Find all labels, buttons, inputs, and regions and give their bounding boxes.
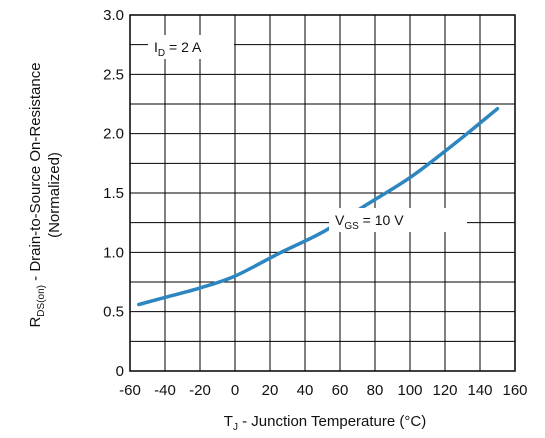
x-tick-label: 40 <box>297 382 314 399</box>
y-tick-label: 0 <box>116 363 124 380</box>
plot-frame <box>129 14 516 372</box>
x-tick-labels: -60 -40 -20 0 20 40 60 80 100 120 140 160 <box>119 382 527 399</box>
x-tick-label: 20 <box>262 382 279 399</box>
annotation-sub: D <box>158 48 165 59</box>
y-tick-label: 2.0 <box>103 126 124 143</box>
series-line <box>137 106 500 307</box>
annotation-main: V <box>335 212 345 228</box>
annotation-label: ID = 2 A <box>154 39 202 59</box>
series-layer <box>137 106 500 307</box>
x-tick-label: 140 <box>467 382 492 399</box>
y-tick-label: 3.0 <box>103 7 124 24</box>
annotation-rest: = 2 A <box>165 39 202 55</box>
x-tick-label: 160 <box>502 382 527 399</box>
x-tick-label: 120 <box>432 382 457 399</box>
annotation-layer: ID = 2 A VGS = 10 V <box>148 35 467 232</box>
y-tick-label: 1.0 <box>103 244 124 261</box>
x-axis-label-sub: J <box>233 422 238 433</box>
y-tick-label: 1.5 <box>103 185 124 202</box>
y-axis-label-rest: - Drain-to-Source On-Resistance <box>27 62 44 285</box>
x-tick-label: 0 <box>231 382 239 399</box>
x-tick-label: -40 <box>154 382 176 399</box>
x-tick-label: -60 <box>119 382 141 399</box>
x-axis-label: TJ - Junction Temperature (°C) <box>224 413 426 433</box>
annotation: ID = 2 A <box>148 35 234 59</box>
annotation-main: I <box>154 39 158 55</box>
plot-border <box>129 14 516 372</box>
x-tick-label: -20 <box>189 382 211 399</box>
y-tick-labels: 0 0.5 1.0 1.5 2.0 2.5 3.0 <box>103 7 124 380</box>
x-tick-label: 80 <box>367 382 384 399</box>
annotation-sub: GS <box>344 221 359 232</box>
x-tick-label: 60 <box>332 382 349 399</box>
x-axis-label-main: T <box>224 413 233 430</box>
x-tick-label: 100 <box>397 382 422 399</box>
y-axis-label-main: R <box>27 317 44 328</box>
grid <box>130 15 515 371</box>
y-axis-label: RDS(on) - Drain-to-Source On-Resistance … <box>27 62 63 327</box>
y-axis-label-line2: (Normalized) <box>46 152 63 238</box>
y-axis-label-sub: DS(on) <box>36 285 47 317</box>
annotation-label: VGS = 10 V <box>335 212 404 232</box>
annotation: VGS = 10 V <box>329 208 467 232</box>
annotation-rest: = 10 V <box>359 212 404 228</box>
y-axis-label-line1: RDS(on) - Drain-to-Source On-Resistance <box>27 62 47 327</box>
x-axis-label-rest: - Junction Temperature (°C) <box>238 413 426 430</box>
annotation-background <box>148 35 234 59</box>
y-tick-label: 2.5 <box>103 66 124 83</box>
annotation-background <box>329 208 467 232</box>
y-tick-label: 0.5 <box>103 304 124 321</box>
